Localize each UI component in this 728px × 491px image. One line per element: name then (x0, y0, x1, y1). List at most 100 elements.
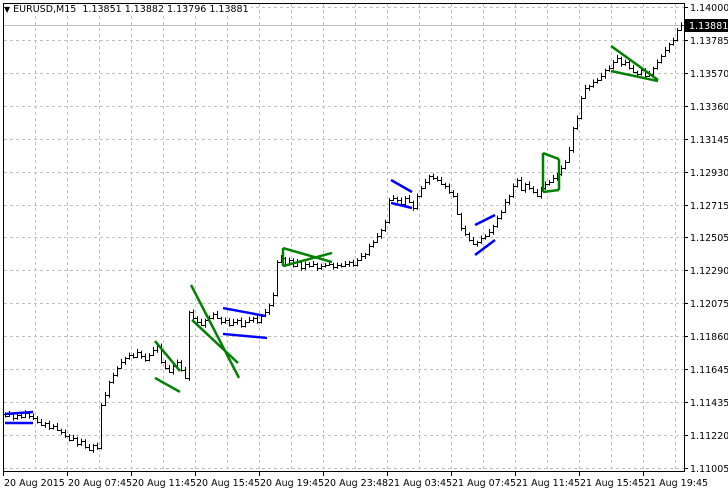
ohlc-bar (531, 186, 536, 194)
ohlc-bar (359, 252, 364, 261)
ohlc-bar (451, 190, 456, 198)
green-trendline (282, 246, 333, 264)
blue-trendline (390, 201, 413, 210)
ohlc-bar (339, 263, 344, 268)
ohlc-bar (439, 176, 444, 185)
time-tick-label: 21 Aug 15:45 (580, 478, 644, 489)
ohlc-bar (623, 59, 628, 66)
ohlc-bar (19, 413, 24, 419)
ohlc-bar (603, 68, 608, 79)
ohlc-bar (595, 78, 600, 84)
ohlc-bar (231, 318, 236, 326)
ohlc-bar (247, 316, 252, 323)
ohlc-bar (179, 360, 184, 372)
ohlc-bar (355, 258, 360, 267)
ohlc-bar (307, 262, 312, 268)
ohlc-bar (503, 198, 508, 213)
ohlc-bar (51, 424, 56, 430)
ohlc-bar (515, 178, 520, 188)
ohlc-bar (371, 240, 376, 248)
ohlc-bar (39, 418, 44, 426)
ohlc-bar (363, 252, 368, 259)
ohlc-bar (631, 64, 636, 73)
ohlc-bar (223, 317, 228, 324)
ohlc-bar (195, 316, 200, 324)
price-tick-label: 1.12715 (690, 201, 728, 212)
ohlc-bar (491, 224, 496, 235)
ohlc-bar (419, 186, 424, 198)
ohlc-bar (575, 115, 580, 130)
ohlc-bar (311, 260, 316, 267)
pattern-lines[interactable] (4, 44, 659, 425)
blue-trendline (222, 306, 267, 318)
ohlc-bar (551, 174, 556, 183)
time-tick-label: 20 Aug 2015 (4, 478, 65, 489)
ohlc-bar (139, 350, 144, 359)
ohlc-bar (135, 348, 140, 358)
ohlc-bar (87, 443, 92, 451)
ohlc-bar (43, 421, 48, 428)
ohlc-bar (59, 428, 64, 435)
ohlc-bar (607, 65, 612, 72)
ohlc-bar (571, 126, 576, 153)
current-price-label: 1.13881 (689, 21, 728, 32)
ohlc-bar (587, 84, 592, 91)
ohlc-bar (47, 420, 52, 430)
price-tick-label: 1.11220 (690, 431, 728, 442)
ohlc-bar (119, 358, 124, 369)
ohlc-bar (163, 360, 168, 370)
ohlc-bar (315, 262, 320, 271)
ohlc-bar (67, 434, 72, 442)
ohlc-bar (35, 416, 40, 424)
ohlc-bar (227, 318, 232, 327)
ohlc-bar (459, 212, 464, 231)
ohlc-bar (671, 37, 676, 46)
time-tick-label: 20 Aug 23:48 (324, 478, 388, 489)
ohlc-bar (351, 259, 356, 267)
time-tick-label: 20 Aug 15:45 (196, 478, 260, 489)
ohlc-bar (211, 312, 216, 320)
ohlc-bar (403, 196, 408, 206)
ohlc-bar (71, 434, 76, 441)
ohlc-bar (591, 79, 596, 88)
ohlc-bar (375, 232, 380, 243)
ohlc-bar (611, 60, 616, 70)
green-trendline (542, 151, 560, 161)
ohlc-bar (167, 364, 172, 373)
ohlc-bar (379, 228, 384, 239)
green-trendline (610, 69, 659, 83)
ohlc-bar (91, 443, 96, 453)
ohlc-bar (103, 391, 108, 406)
ohlc-bar (455, 192, 460, 215)
time-tick-label: 20 Aug 07:45 (68, 478, 132, 489)
price-tick-label: 1.12075 (690, 299, 728, 310)
ohlc-bar (99, 403, 104, 450)
time-axis[interactable]: 20 Aug 2015 20 Aug 07:45 20 Aug 11:45 20 Au… (3, 471, 709, 489)
ohlc-bar (627, 60, 632, 70)
ohlc-bar (31, 413, 36, 420)
price-tick-label: 1.13360 (690, 102, 728, 113)
ohlc-bar (127, 352, 132, 360)
ohlc-bar (567, 146, 572, 163)
ohlc-bar (411, 200, 416, 211)
chart-header: ▼ EURUSD,M15 1.13851 1.13882 1.13796 1.13… (4, 4, 251, 15)
ohlc-bar (83, 439, 88, 449)
ohlc-bar (415, 193, 420, 210)
blue-trendline (4, 410, 34, 416)
time-tick-label: 21 Aug 19:45 (644, 478, 708, 489)
blue-trendline (222, 332, 268, 340)
chart-grid (4, 4, 684, 471)
ohlc-bar (151, 346, 156, 356)
ohlc-bar (219, 316, 224, 325)
ohlc-bar (123, 356, 128, 365)
dropdown-triangle-icon[interactable]: ▼ (4, 5, 11, 14)
ohlc-bar (147, 353, 152, 362)
ohlc-bar (527, 181, 532, 190)
ohlc-bar (191, 309, 196, 320)
ohlc-bar (579, 96, 584, 120)
green-trendline (154, 340, 181, 372)
price-tick-label: 1.12930 (690, 168, 728, 179)
price-axis[interactable]: 1.14000 1.13785 1.13570 1.13360 1.13145 1.129… (684, 3, 728, 475)
ohlc-bar (483, 234, 488, 240)
